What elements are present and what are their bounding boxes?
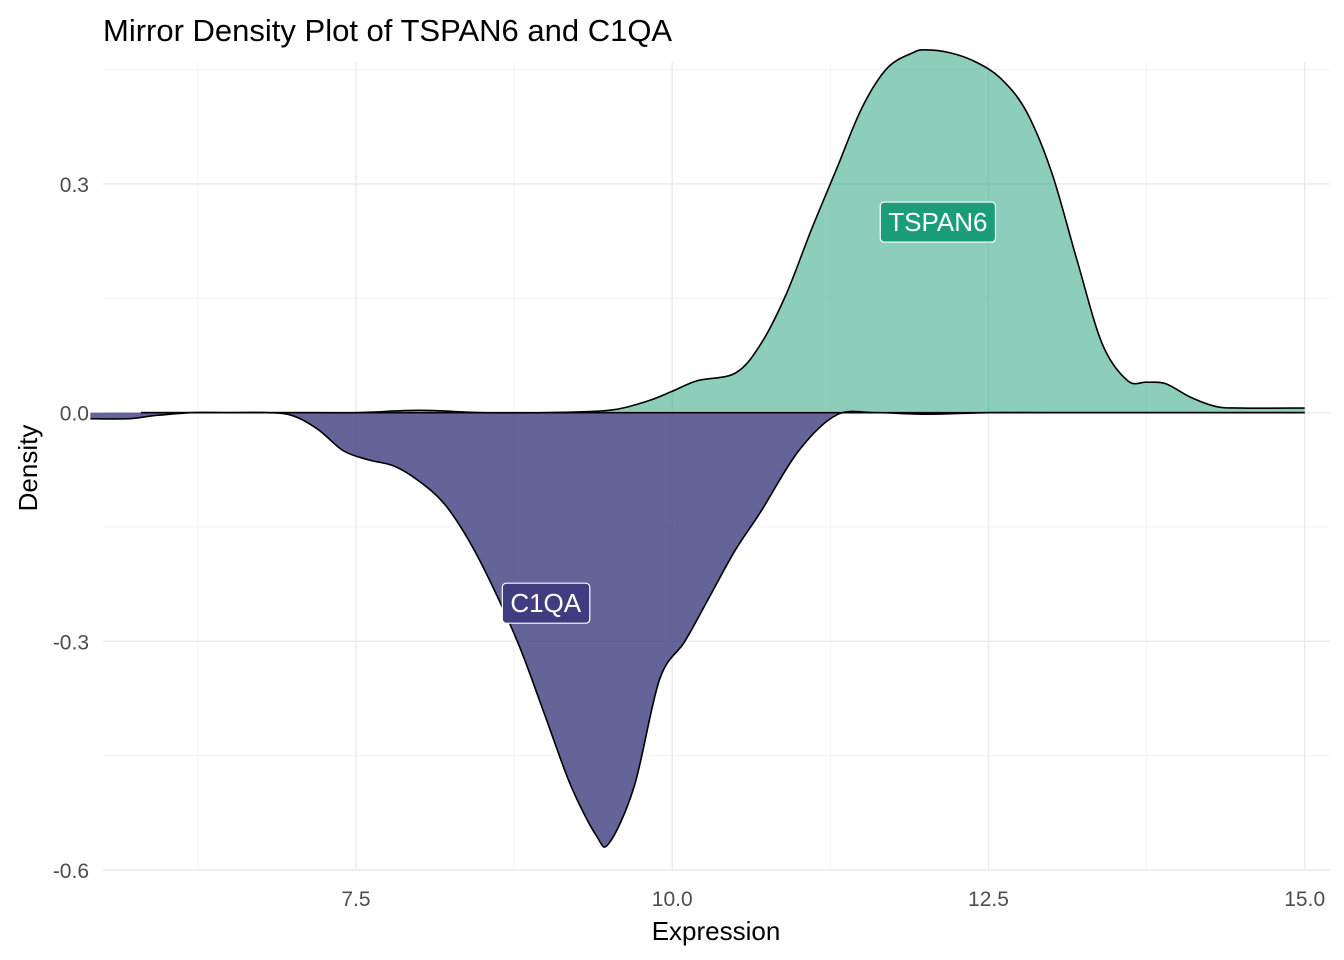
- y-axis-title: Density: [13, 425, 43, 512]
- tick-labels: 7.5 10.0 12.5 15.0 -0.6 -0.3 0.0 0.3: [53, 174, 1325, 911]
- c1qa-density-area: [90, 411, 1305, 848]
- c1qa-label-box: [501, 582, 591, 624]
- y-tick-label: -0.6: [53, 860, 89, 883]
- x-tick-label: 12.5: [968, 888, 1009, 911]
- x-tick-label: 10.0: [652, 888, 693, 911]
- c1qa-density-outline: [90, 410, 1305, 848]
- x-axis-title: Expression: [652, 916, 781, 946]
- density-areas: [90, 49, 1305, 848]
- tspan6-series-label: TSPAN6: [879, 201, 997, 243]
- chart-title: Mirror Density Plot of TSPAN6 and C1QA: [103, 13, 672, 48]
- y-tick-label: 0.0: [60, 403, 89, 426]
- y-tick-label: 0.3: [60, 174, 89, 197]
- tspan6-label-text: TSPAN6: [888, 207, 987, 237]
- c1qa-series-label: C1QA: [501, 582, 591, 624]
- series-labels: TSPAN6 C1QA: [501, 201, 997, 624]
- x-tick-label: 15.0: [1284, 888, 1325, 911]
- y-tick-label: -0.3: [53, 631, 89, 654]
- c1qa-label-text: C1QA: [510, 588, 581, 618]
- tspan6-density-area: [140, 49, 1305, 413]
- x-tick-label: 7.5: [341, 888, 370, 911]
- tspan6-label-box: [879, 201, 997, 243]
